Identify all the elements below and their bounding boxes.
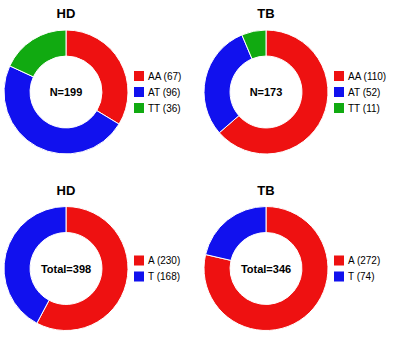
legend-swatch [334, 272, 344, 282]
chart-title: HD [57, 183, 76, 198]
donut-slice [206, 207, 266, 261]
donut-slice [204, 207, 328, 331]
legend-label: AA (110) [348, 71, 386, 82]
donut-slice [10, 30, 66, 77]
donut-panel: TB N=173 AA (110) AT (52) TT (11) [204, 6, 386, 154]
legend-swatch [134, 103, 144, 113]
center-text: N=173 [250, 86, 283, 98]
donut-slice [4, 66, 119, 154]
chart-title: TB [257, 6, 274, 21]
center-text: Total=398 [41, 263, 91, 275]
donut-panel: HD N=199 AA (67) AT (96) TT (36) [4, 6, 181, 154]
legend-swatch [334, 87, 344, 97]
legend-label: T (168) [148, 271, 180, 282]
slices [204, 30, 328, 154]
legend-label: AT (96) [148, 87, 180, 98]
legend-swatch [134, 256, 144, 266]
chart-title: HD [57, 6, 76, 21]
legend-label: A (230) [148, 255, 180, 266]
donut-panel: TB Total=346 A (272) T (74) [204, 183, 380, 331]
legend-swatch [134, 71, 144, 81]
legend-swatch [334, 256, 344, 266]
legend: A (230) T (168) [134, 255, 180, 282]
slices [4, 30, 128, 154]
legend: A (272) T (74) [334, 255, 380, 282]
donut-slice [242, 30, 266, 59]
slices [204, 207, 328, 331]
legend-label: TT (36) [148, 103, 181, 114]
slices [4, 207, 128, 331]
legend-label: TT (11) [348, 103, 380, 114]
donut-slice [66, 30, 128, 124]
legend: AA (110) AT (52) TT (11) [334, 71, 386, 114]
chart-root: HD N=199 AA (67) AT (96) TT (36) TB N=173 AA (1… [0, 0, 400, 353]
center-text: N=199 [50, 86, 83, 98]
donut-panel: HD Total=398 A (230) T (168) [4, 183, 180, 331]
donut-slice [204, 35, 252, 133]
legend-label: AT (52) [348, 87, 380, 98]
legend-swatch [334, 103, 344, 113]
legend-swatch [134, 272, 144, 282]
legend-label: AA (67) [148, 71, 181, 82]
legend-swatch [134, 87, 144, 97]
legend-swatch [334, 71, 344, 81]
chart-title: TB [257, 183, 274, 198]
legend: AA (67) AT (96) TT (36) [134, 71, 181, 114]
legend-label: T (74) [348, 271, 375, 282]
center-text: Total=346 [241, 263, 291, 275]
legend-label: A (272) [348, 255, 380, 266]
